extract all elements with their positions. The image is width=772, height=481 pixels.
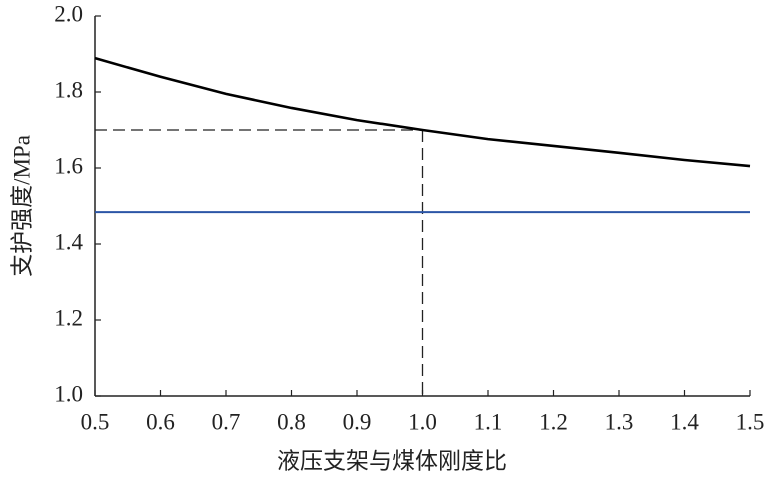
x-axis-title: 液压支架与煤体刚度比 [277, 448, 507, 473]
y-tick-label: 1.8 [54, 77, 83, 102]
y-axis-title: 支护强度/MPa [9, 135, 34, 277]
y-tick-label: 1.6 [54, 153, 83, 178]
x-tick-label: 1.4 [670, 409, 699, 434]
y-tick-label: 1.4 [54, 229, 83, 254]
x-tick-label: 1.5 [736, 409, 765, 434]
y-tick-label: 1.0 [54, 381, 83, 406]
x-tick-label: 1.3 [605, 409, 634, 434]
x-tick-label: 0.8 [277, 409, 306, 434]
x-tick-label: 1.1 [474, 409, 503, 434]
y-tick-label: 1.2 [54, 305, 83, 330]
x-tick-label: 1.2 [539, 409, 568, 434]
x-tick-label: 0.9 [343, 409, 372, 434]
line-series [94, 56, 751, 168]
y-tick-label: 2.0 [54, 1, 83, 26]
x-tick-label: 1.0 [408, 409, 437, 434]
x-tick-label: 0.6 [146, 409, 175, 434]
x-tick-label: 0.5 [81, 409, 110, 434]
x-tick-label: 0.7 [212, 409, 241, 434]
